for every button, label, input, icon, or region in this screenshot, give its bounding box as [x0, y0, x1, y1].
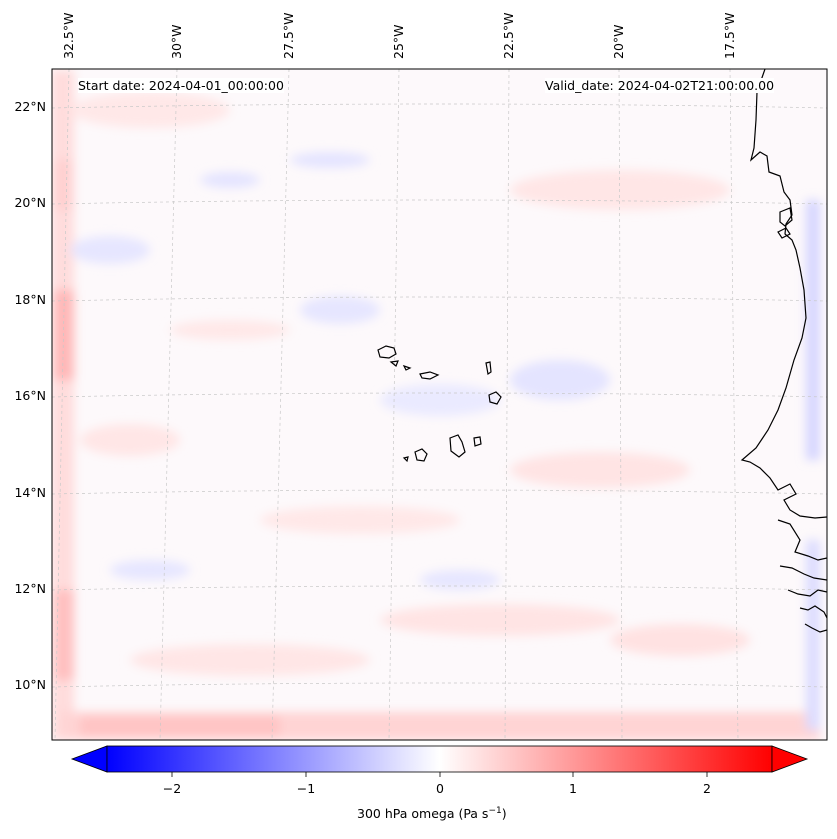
lat-label-20n: 20°N	[14, 195, 46, 210]
lat-label-14n: 14°N	[14, 485, 46, 500]
colorbar	[70, 745, 809, 777]
colorbar-label: 300 hPa omega (Pa s−1)	[357, 806, 507, 821]
colorbar-tick-label: −2	[162, 781, 182, 796]
lon-label-25w: 25°W	[391, 24, 406, 59]
colorbar-tick-label: 1	[569, 781, 577, 796]
valid-date-label: Valid_date: 2024-04-02T21:00:00.00	[545, 78, 775, 93]
lat-label-10n: 10°N	[14, 677, 46, 692]
colorbar-label-end: )	[501, 806, 507, 822]
lon-label-32-5w: 32.5°W	[61, 12, 76, 59]
cape-verde-islands	[377, 345, 502, 463]
lon-label-30w: 30°W	[169, 24, 184, 59]
colorbar-body	[106, 745, 773, 773]
lat-label-16n: 16°N	[14, 388, 46, 403]
colorbar-tick-label: 0	[436, 781, 444, 796]
lon-label-20w: 20°W	[611, 24, 626, 59]
map-frame	[51, 68, 828, 741]
lat-label-12n: 12°N	[14, 581, 46, 596]
lon-label-27-5w: 27.5°W	[281, 12, 296, 59]
colorbar-label-main: 300 hPa omega (Pa s	[357, 806, 489, 822]
lon-label-17-5w: 17.5°W	[722, 12, 737, 59]
lat-label-22n: 22°N	[14, 99, 46, 114]
omega-field	[52, 70, 820, 740]
start-date-label: Start date: 2024-04-01_00:00:00	[78, 78, 284, 93]
gridlines	[52, 69, 827, 740]
colorbar-tick-label: 2	[703, 781, 711, 796]
colorbar-extend-high	[771, 745, 809, 773]
lon-label-22-5w: 22.5°W	[501, 12, 516, 59]
africa-coastline	[740, 69, 827, 633]
lat-label-18n: 18°N	[14, 292, 46, 307]
colorbar-extend-low	[70, 745, 108, 773]
colorbar-label-exponent: −1	[488, 806, 502, 816]
colorbar-tick-label: −1	[296, 781, 316, 796]
